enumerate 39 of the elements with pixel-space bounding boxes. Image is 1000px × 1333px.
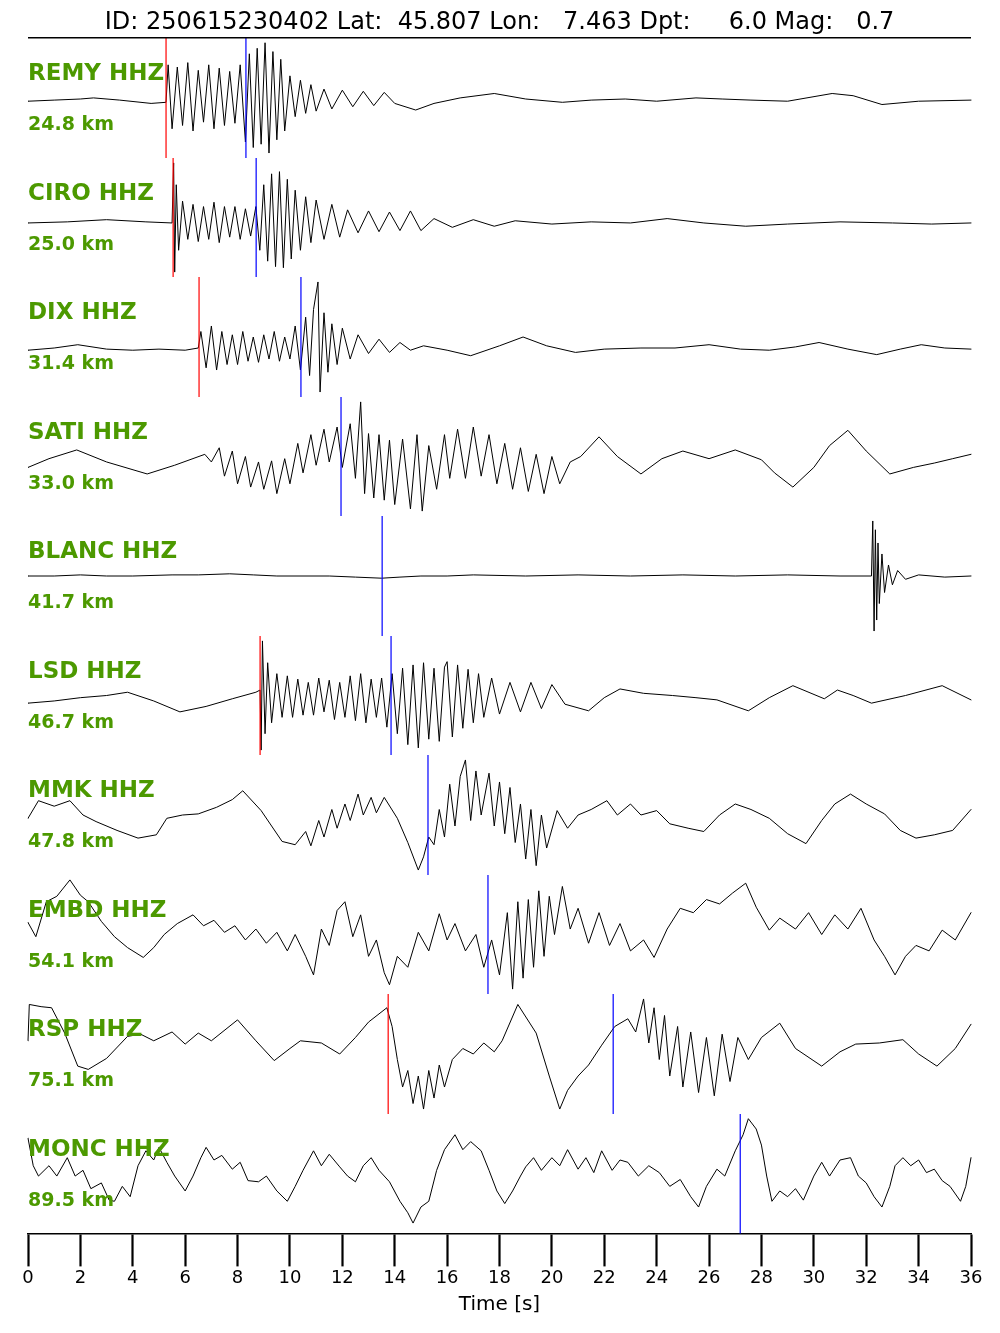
x-tick-label: 36	[959, 1265, 983, 1287]
annotation: MONC HHZ	[28, 1135, 170, 1161]
x-tick-label: 14	[383, 1265, 407, 1287]
x-tick-label: 30	[802, 1265, 826, 1287]
annotation: 24.8 km	[28, 111, 114, 134]
chart-title: ID: 250615230402 Lat: 45.807 Lon: 7.463 Dpt: 6.0 Mag: 0.7	[104, 6, 895, 35]
annotation: MMK HHZ	[28, 776, 155, 802]
x-tick-label: 24	[645, 1265, 669, 1287]
x-tick-label: 10	[278, 1265, 302, 1287]
annotation: 46.7 km	[28, 710, 114, 732]
x-tick-label: 8	[231, 1265, 244, 1287]
annotation: 31.4 km	[28, 351, 114, 373]
annotation: 75.1 km	[28, 1068, 114, 1090]
x-tick-label: 16	[435, 1265, 459, 1287]
x-tick-label: 28	[749, 1265, 773, 1287]
x-tick-label: 20	[540, 1265, 564, 1287]
annotation: 89.5 km	[28, 1188, 114, 1210]
x-tick-label: 4	[127, 1265, 139, 1287]
annotation: 33.0 km	[28, 471, 114, 493]
annotation: REMY HHZ	[28, 58, 165, 85]
annotation: LSD HHZ	[28, 657, 142, 683]
x-tick-label: 12	[330, 1265, 354, 1287]
x-tick-label: 0	[22, 1265, 34, 1287]
x-tick-label: 32	[854, 1265, 878, 1287]
x-tick-label: 2	[74, 1265, 87, 1287]
annotation: BLANC HHZ	[28, 537, 178, 563]
x-axis-title: Time [s]	[457, 1291, 541, 1316]
x-tick-label: 26	[697, 1265, 721, 1287]
annotation: 54.1 km	[28, 949, 114, 971]
annotation: 25.0 km	[28, 232, 114, 254]
x-tick-label: 22	[592, 1265, 616, 1287]
x-tick-label: 18	[488, 1265, 511, 1287]
x-tick-label: 6	[179, 1265, 191, 1287]
annotation: 41.7 km	[28, 590, 114, 612]
annotation: SATI HHZ	[28, 418, 149, 444]
x-tick-label: 34	[907, 1265, 931, 1287]
annotation: CIRO HHZ	[28, 179, 154, 205]
annotation: DIX HHZ	[28, 298, 137, 324]
annotation: 47.8 km	[28, 829, 114, 851]
